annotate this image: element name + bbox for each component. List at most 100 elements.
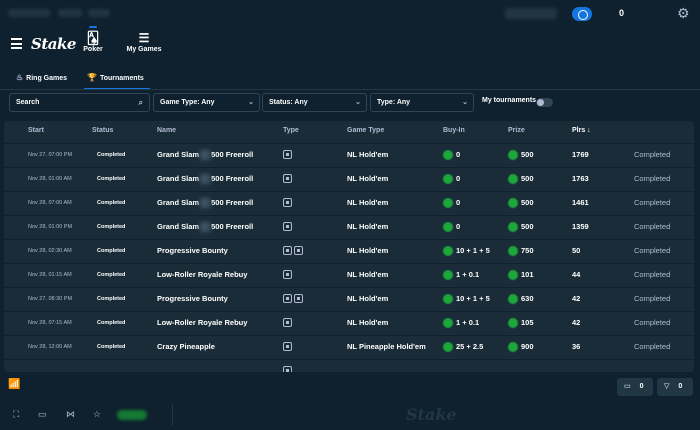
table-row[interactable]: Nov 28, 01:00 AM Completed Grand Slam 500 F…: [4, 167, 694, 190]
tournament-type-icon: [283, 270, 292, 280]
start-time: Nov 28, 01:00 PM: [28, 224, 73, 230]
favourite-star-icon[interactable]: ☆: [93, 409, 102, 419]
table-row[interactable]: Nov 28, 02:30 AM Completed Progressive Bou…: [4, 239, 694, 262]
filter-count: 0: [678, 383, 683, 390]
state-text: Completed: [634, 270, 671, 279]
currency-coin-icon: [508, 270, 518, 281]
state-text: Completed: [634, 174, 671, 183]
fullscreen-icon[interactable]: ⛶: [13, 409, 20, 419]
tab-tournaments[interactable]: 🏆 Tournaments: [84, 68, 150, 90]
flame-icon: ♨: [16, 73, 24, 82]
state-text: Completed: [634, 222, 671, 231]
menu-icon[interactable]: [11, 38, 22, 52]
nav-tab-my-games[interactable]: ☰ My Games: [124, 30, 164, 53]
buy-in-value: 25 + 2.5: [456, 342, 484, 351]
buy-in: 10 + 1 + 5: [443, 240, 490, 263]
tournament-type-icon: [283, 366, 292, 372]
trophy-icon: 🏆: [87, 73, 97, 82]
status-select[interactable]: Status: Any ⌄: [262, 93, 367, 112]
status-text: Completed: [97, 200, 126, 206]
subtabs: ♨ Ring Games 🏆 Tournaments: [0, 68, 700, 90]
name-part: Grand Slam: [157, 222, 200, 231]
start-time: Nov 28, 02:30 AM: [28, 248, 72, 254]
header: Stake 🂡 Poker ☰ My Games: [0, 26, 700, 64]
start-time: Nov 28, 07:15 AM: [28, 320, 72, 326]
buy-in-value: 0: [456, 222, 461, 231]
select-value: Game Type: Any: [160, 99, 215, 106]
players: 50: [572, 246, 581, 255]
col-status[interactable]: Status: [92, 127, 114, 134]
name-part: 500 Freeroll: [211, 174, 254, 183]
start-time: Nov 27, 08:30 PM: [28, 296, 73, 302]
prize: 630: [508, 288, 534, 311]
buy-in-value: 1 + 0.1: [456, 318, 480, 327]
table-row[interactable]: Nov 28, 01:00 PM Completed Grand Slam 500 F…: [4, 215, 694, 238]
name-part: Progressive Bounty: [157, 294, 228, 303]
col-type[interactable]: Type: [283, 127, 299, 134]
name-part: 500 Freeroll: [211, 222, 254, 231]
name-part: Grand Slam: [157, 198, 200, 207]
tournament-name: Progressive Bounty: [157, 240, 228, 263]
col-players[interactable]: Plrs ↓: [572, 127, 591, 134]
chat-button[interactable]: ▭ 0: [617, 378, 653, 396]
buy-in-value: 1 + 0.1: [456, 270, 480, 279]
currency-toggle[interactable]: [572, 7, 592, 21]
prize-value: 500: [521, 222, 534, 231]
start-time: Nov 28, 01:00 AM: [28, 176, 72, 182]
buy-in: 0: [443, 192, 460, 215]
blurred-wallet[interactable]: [505, 8, 557, 19]
tournament-type-icon: [283, 150, 292, 160]
col-start[interactable]: Start: [28, 127, 44, 134]
search-input[interactable]: Search ⌕: [9, 93, 150, 112]
tournament-type-icon: [283, 222, 292, 232]
currency-coin-icon: [508, 150, 518, 161]
status-text: Completed: [97, 272, 126, 278]
nav-tab-poker[interactable]: 🂡 Poker: [82, 26, 104, 53]
game-type-select[interactable]: Game Type: Any ⌄: [153, 93, 260, 112]
table-row[interactable]: Nov 28, 12:00 AM Completed Crazy Pineapple…: [4, 335, 694, 358]
prize-value: 101: [521, 270, 534, 279]
tournament-name: Grand Slam 500 Freeroll: [157, 216, 253, 239]
theatre-mode-icon[interactable]: ▭: [38, 409, 47, 419]
table-row[interactable]: Nov 27, 07:00 PM Completed Grand Slam 500 F…: [4, 143, 694, 166]
game-type: NL Hold'em: [347, 318, 389, 327]
col-buy-in[interactable]: Buy-In: [443, 127, 465, 134]
prize: 101: [508, 264, 534, 287]
select-value: Type: Any: [377, 99, 411, 106]
select-value: Status: Any: [269, 99, 308, 106]
type-select[interactable]: Type: Any ⌄: [370, 93, 474, 112]
table-row[interactable]: Nov 28, 07:00 AM Completed Grand Slam 500 F…: [4, 191, 694, 214]
tournament-name: Crazy Pineapple: [157, 336, 215, 359]
filter-button[interactable]: ▽ 0: [657, 378, 693, 396]
stats-icon[interactable]: ⋈: [66, 409, 75, 419]
currency-coin-icon: [443, 342, 453, 353]
prize-value: 500: [521, 150, 534, 159]
table-row[interactable]: Nov 27, 08:30 PM Completed Progressive Bou…: [4, 287, 694, 310]
tournament-type-icon: [294, 246, 303, 256]
table-row[interactable]: [4, 359, 694, 372]
my-tournaments-toggle[interactable]: [536, 98, 553, 107]
stake-logo[interactable]: Stake: [31, 35, 76, 53]
tab-ring-games[interactable]: ♨ Ring Games: [16, 68, 67, 90]
type-icons: [283, 312, 294, 335]
buy-in-value: 10 + 1 + 5: [456, 294, 490, 303]
prize: 500: [508, 168, 534, 191]
col-name[interactable]: Name: [157, 127, 177, 134]
col-prize[interactable]: Prize: [508, 127, 525, 134]
games-stack-icon: ☰: [138, 31, 150, 45]
currency-coin-icon: [508, 294, 518, 305]
blurred-status-left: [8, 9, 50, 17]
table-row[interactable]: Nov 28, 07:15 AM Completed Low-Roller Roya…: [4, 311, 694, 334]
buy-in-value: 10 + 1 + 5: [456, 246, 490, 255]
divider: [0, 89, 700, 90]
players: 1461: [572, 198, 589, 207]
prize: 500: [508, 192, 534, 215]
gear-icon[interactable]: ⚙: [677, 5, 690, 21]
type-icons: [283, 360, 294, 372]
censor-blur: [200, 198, 211, 209]
table-row[interactable]: Nov 28, 01:15 AM Completed Low-Roller Roya…: [4, 263, 694, 286]
censor-blur: [200, 150, 211, 161]
players: 42: [572, 294, 581, 303]
prize: 750: [508, 240, 534, 263]
col-game-type[interactable]: Game Type: [347, 127, 385, 134]
